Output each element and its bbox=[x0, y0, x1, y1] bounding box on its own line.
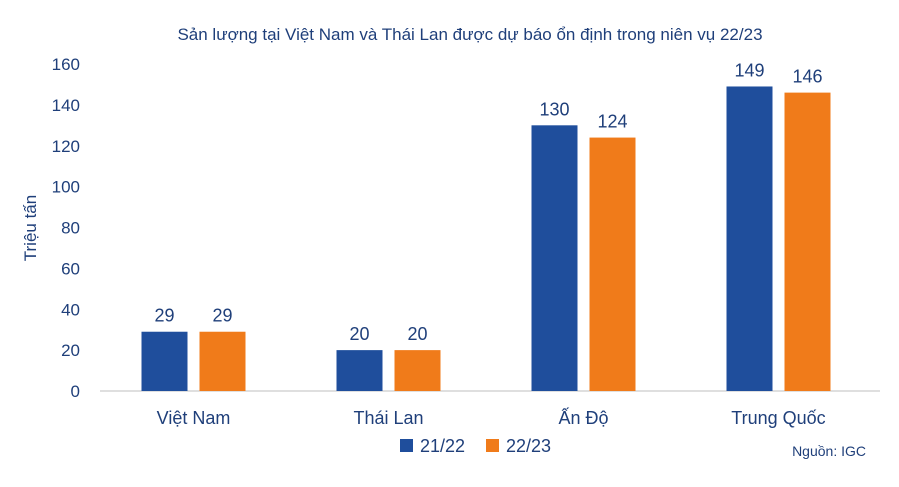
bar bbox=[784, 92, 831, 392]
legend-swatch bbox=[400, 439, 413, 452]
data-label: 29 bbox=[212, 306, 232, 326]
y-tick-label: 40 bbox=[61, 300, 80, 319]
category-label: Ấn Độ bbox=[558, 407, 608, 428]
bars-group bbox=[141, 86, 831, 392]
data-label: 146 bbox=[792, 67, 822, 87]
category-labels-group: Việt Nam Thái Lan Ấn Độ Trung Quốc bbox=[157, 407, 826, 428]
chart-title: Sản lượng tại Việt Nam và Thái Lan được … bbox=[177, 25, 762, 44]
bar bbox=[589, 137, 636, 391]
bar bbox=[726, 86, 773, 391]
y-axis-ticks: 0 20 40 60 80 100 120 140 160 bbox=[52, 55, 80, 401]
y-tick-label: 60 bbox=[61, 259, 80, 278]
category-label: Trung Quốc bbox=[731, 408, 825, 428]
y-tick-label: 80 bbox=[61, 219, 80, 238]
category-label: Việt Nam bbox=[157, 408, 231, 428]
data-label: 149 bbox=[734, 60, 764, 80]
bar bbox=[336, 350, 383, 391]
data-labels-group: 29 29 20 20 130 124 149 146 bbox=[154, 60, 822, 344]
y-tick-label: 160 bbox=[52, 55, 80, 74]
category-label: Thái Lan bbox=[353, 408, 423, 428]
legend-swatch bbox=[486, 439, 499, 452]
y-tick-label: 120 bbox=[52, 137, 80, 156]
data-label: 20 bbox=[349, 324, 369, 344]
y-tick-label: 20 bbox=[61, 341, 80, 360]
y-tick-label: 0 bbox=[71, 382, 80, 401]
legend-label: 22/23 bbox=[506, 436, 551, 456]
data-label: 130 bbox=[539, 99, 569, 119]
legend-label: 21/22 bbox=[420, 436, 465, 456]
data-label: 124 bbox=[597, 112, 627, 132]
bar bbox=[199, 331, 246, 391]
legend: 21/22 22/23 bbox=[400, 436, 551, 456]
data-label: 20 bbox=[407, 324, 427, 344]
data-label: 29 bbox=[154, 306, 174, 326]
y-tick-label: 100 bbox=[52, 178, 80, 197]
source-note: Nguồn: IGC bbox=[792, 443, 866, 459]
bar bbox=[141, 331, 188, 391]
bar bbox=[394, 350, 441, 391]
bar bbox=[531, 125, 578, 391]
y-tick-label: 140 bbox=[52, 96, 80, 115]
y-axis-label: Triệu tấn bbox=[21, 195, 40, 261]
